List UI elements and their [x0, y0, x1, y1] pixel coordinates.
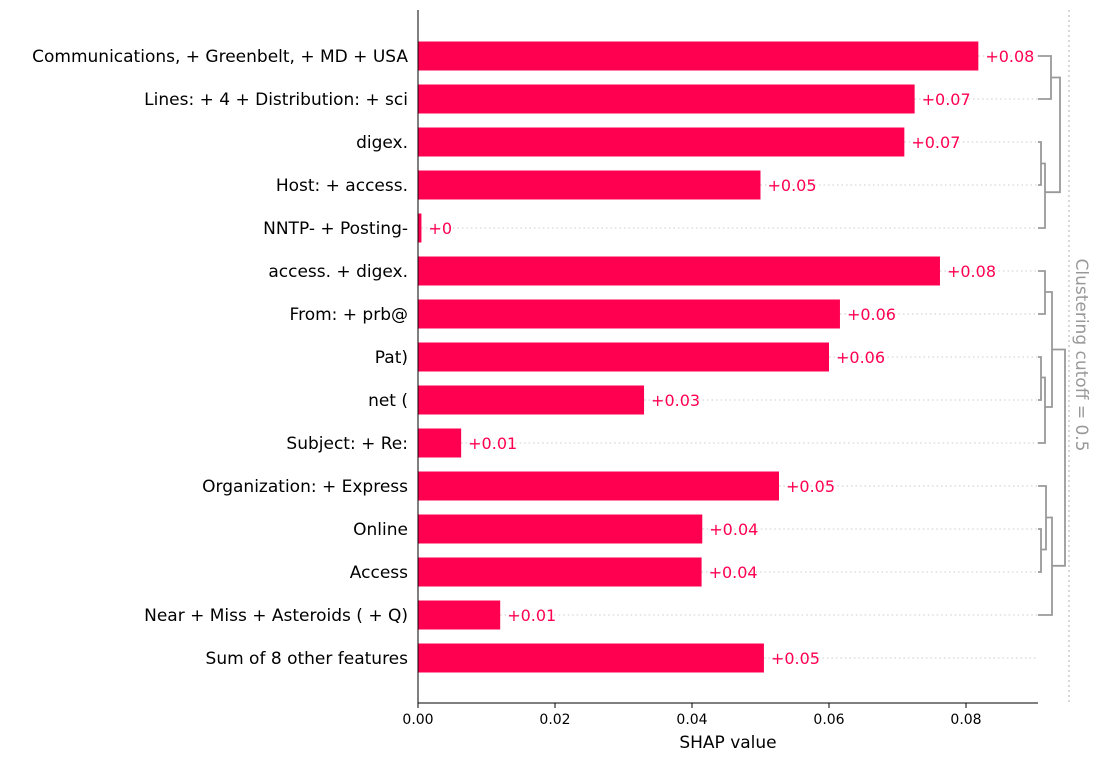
bar — [418, 643, 764, 673]
feature-labels: Communications, + Greenbelt, + MD + USA L… — [32, 47, 408, 669]
dendrogram-link — [1052, 348, 1066, 567]
value-label: +0.07 — [922, 90, 971, 109]
dendrogram-link — [1038, 485, 1047, 551]
feature-label: Subject: + Re: — [286, 434, 408, 454]
x-tick-label: 0.02 — [539, 712, 570, 728]
feature-label: Pat) — [375, 348, 408, 368]
value-label: +0 — [428, 219, 452, 238]
row-gridlines — [421, 55, 1038, 659]
clustering-dendrogram — [1038, 55, 1066, 616]
value-label: +0.03 — [651, 391, 700, 410]
bar — [418, 84, 915, 114]
bar — [418, 342, 829, 372]
dendrogram-link — [1038, 376, 1046, 444]
bar — [418, 213, 422, 243]
bar — [418, 600, 501, 630]
value-label: +0.05 — [771, 649, 820, 668]
feature-label: Sum of 8 other features — [206, 649, 409, 669]
x-tick-label: 0.08 — [950, 712, 981, 728]
dendrogram-link — [1038, 270, 1046, 315]
feature-label: Host: + access. — [276, 176, 408, 196]
feature-label: Near + Miss + Asteroids ( + Q) — [144, 606, 408, 626]
feature-label: digex. — [356, 133, 408, 153]
bar — [418, 41, 979, 71]
feature-label: NNTP- + Posting- — [263, 219, 408, 239]
feature-label: Organization: + Express — [202, 477, 408, 497]
value-label: +0.01 — [507, 606, 556, 625]
dendrogram-link — [1038, 162, 1046, 229]
bar — [418, 299, 840, 329]
feature-label: access. + digex. — [268, 262, 408, 282]
bar — [418, 471, 779, 501]
x-tick-label: 0.04 — [676, 712, 707, 728]
bar — [418, 256, 940, 286]
dendrogram-link — [1038, 141, 1042, 186]
dendrogram-link — [1038, 55, 1052, 100]
bar — [418, 385, 645, 415]
dendrogram-link — [1045, 76, 1061, 194]
value-label: +0.01 — [468, 434, 517, 453]
x-axis-ticks: 0.00 0.02 0.04 0.06 0.08 — [402, 703, 982, 728]
value-label: +0.08 — [947, 262, 996, 281]
dendrogram-link — [1045, 291, 1053, 408]
feature-label: net ( — [368, 391, 408, 411]
bar — [418, 127, 905, 157]
bar — [418, 428, 462, 458]
x-tick-label: 0.00 — [402, 712, 433, 728]
feature-label: Lines: + 4 + Distribution: + sci — [144, 90, 408, 110]
feature-label: From: + prb@ — [290, 305, 408, 325]
value-label: +0.05 — [768, 176, 817, 195]
dendrogram-link — [1038, 356, 1042, 401]
dendrogram-link — [1038, 528, 1042, 573]
feature-label: Access — [350, 563, 408, 583]
value-label: +0.04 — [709, 563, 758, 582]
clustering-cutoff-label: Clustering cutoff = 0.5 — [1071, 258, 1091, 451]
value-label: +0.04 — [709, 520, 758, 539]
bar — [418, 514, 703, 544]
feature-label: Communications, + Greenbelt, + MD + USA — [32, 47, 408, 67]
bar — [418, 557, 702, 587]
value-label: +0.06 — [847, 305, 896, 324]
bar — [418, 170, 761, 200]
value-label: +0.07 — [911, 133, 960, 152]
value-label: +0.08 — [985, 47, 1034, 66]
x-axis-title: SHAP value — [679, 733, 776, 753]
value-label: +0.05 — [786, 477, 835, 496]
bars — [418, 41, 979, 673]
feature-label: Online — [353, 520, 408, 540]
x-tick-label: 0.06 — [813, 712, 844, 728]
value-labels: +0.08 +0.07 +0.07 +0.05 +0 +0.08 +0.06 +0.06 +0.… — [428, 47, 1034, 668]
value-label: +0.06 — [836, 348, 885, 367]
